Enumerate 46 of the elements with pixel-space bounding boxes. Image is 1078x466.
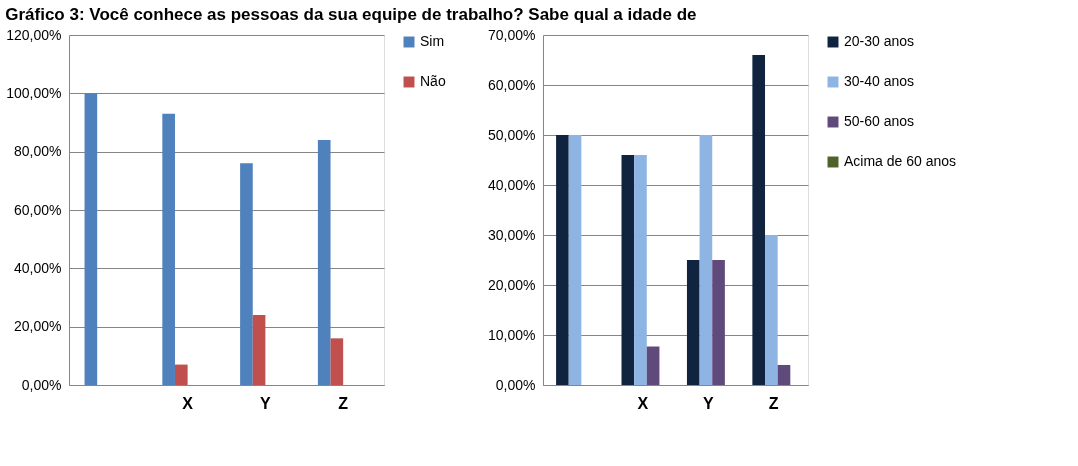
y-tick-label: 120,00% <box>6 26 62 43</box>
bar <box>646 346 660 385</box>
legend-label: 50-60 anos <box>844 113 915 129</box>
bar <box>765 235 778 385</box>
x-tick-label: Y <box>702 394 714 412</box>
bar <box>174 364 188 385</box>
y-tick-label: 20,00% <box>488 276 536 293</box>
y-tick-label: 40,00% <box>14 259 62 276</box>
y-tick-label: 30,00% <box>488 226 536 243</box>
bar <box>777 365 791 385</box>
bar <box>699 135 713 385</box>
y-tick-label: 0,00% <box>495 376 536 393</box>
legend-label: Acima de 60 anos <box>844 153 957 169</box>
y-tick-label: 60,00% <box>14 201 62 218</box>
y-tick-label: 10,00% <box>488 326 536 343</box>
y-tick-label: 100,00% <box>6 84 62 101</box>
y-tick-label: 80,00% <box>14 143 62 160</box>
x-tick-label: Z <box>338 394 349 412</box>
y-tick-label: 0,00% <box>21 376 62 393</box>
bar <box>568 135 582 385</box>
y-tick-label: 50,00% <box>488 126 536 143</box>
bar <box>317 140 331 385</box>
bar <box>240 163 253 385</box>
bar <box>712 260 725 385</box>
bar <box>634 155 647 385</box>
bar <box>84 93 98 385</box>
x-tick-label: Z <box>768 394 779 412</box>
y-tick-label: 60,00% <box>488 76 536 93</box>
y-tick-label: 70,00% <box>488 26 536 43</box>
y-tick-label: 40,00% <box>488 176 536 193</box>
bar <box>752 55 766 385</box>
bar <box>556 135 569 385</box>
bar <box>621 155 635 385</box>
y-tick-label: 20,00% <box>14 318 62 335</box>
legend-label: 20-30 anos <box>844 33 915 49</box>
legend-label: 30-40 anos <box>844 73 915 89</box>
legend-label: Não <box>420 73 446 89</box>
x-tick-label: X <box>637 394 649 412</box>
bar <box>330 338 344 385</box>
bar <box>162 113 175 385</box>
x-tick-label: Y <box>260 394 272 412</box>
bar <box>252 315 266 385</box>
bar <box>686 260 700 385</box>
x-tick-label: X <box>182 394 194 412</box>
legend-label: Sim <box>420 33 445 49</box>
chart-title: Gráfico 3: Você conhece as pessoas da sua equipe de trabalho? Sabe qual a idade de <box>5 4 697 24</box>
